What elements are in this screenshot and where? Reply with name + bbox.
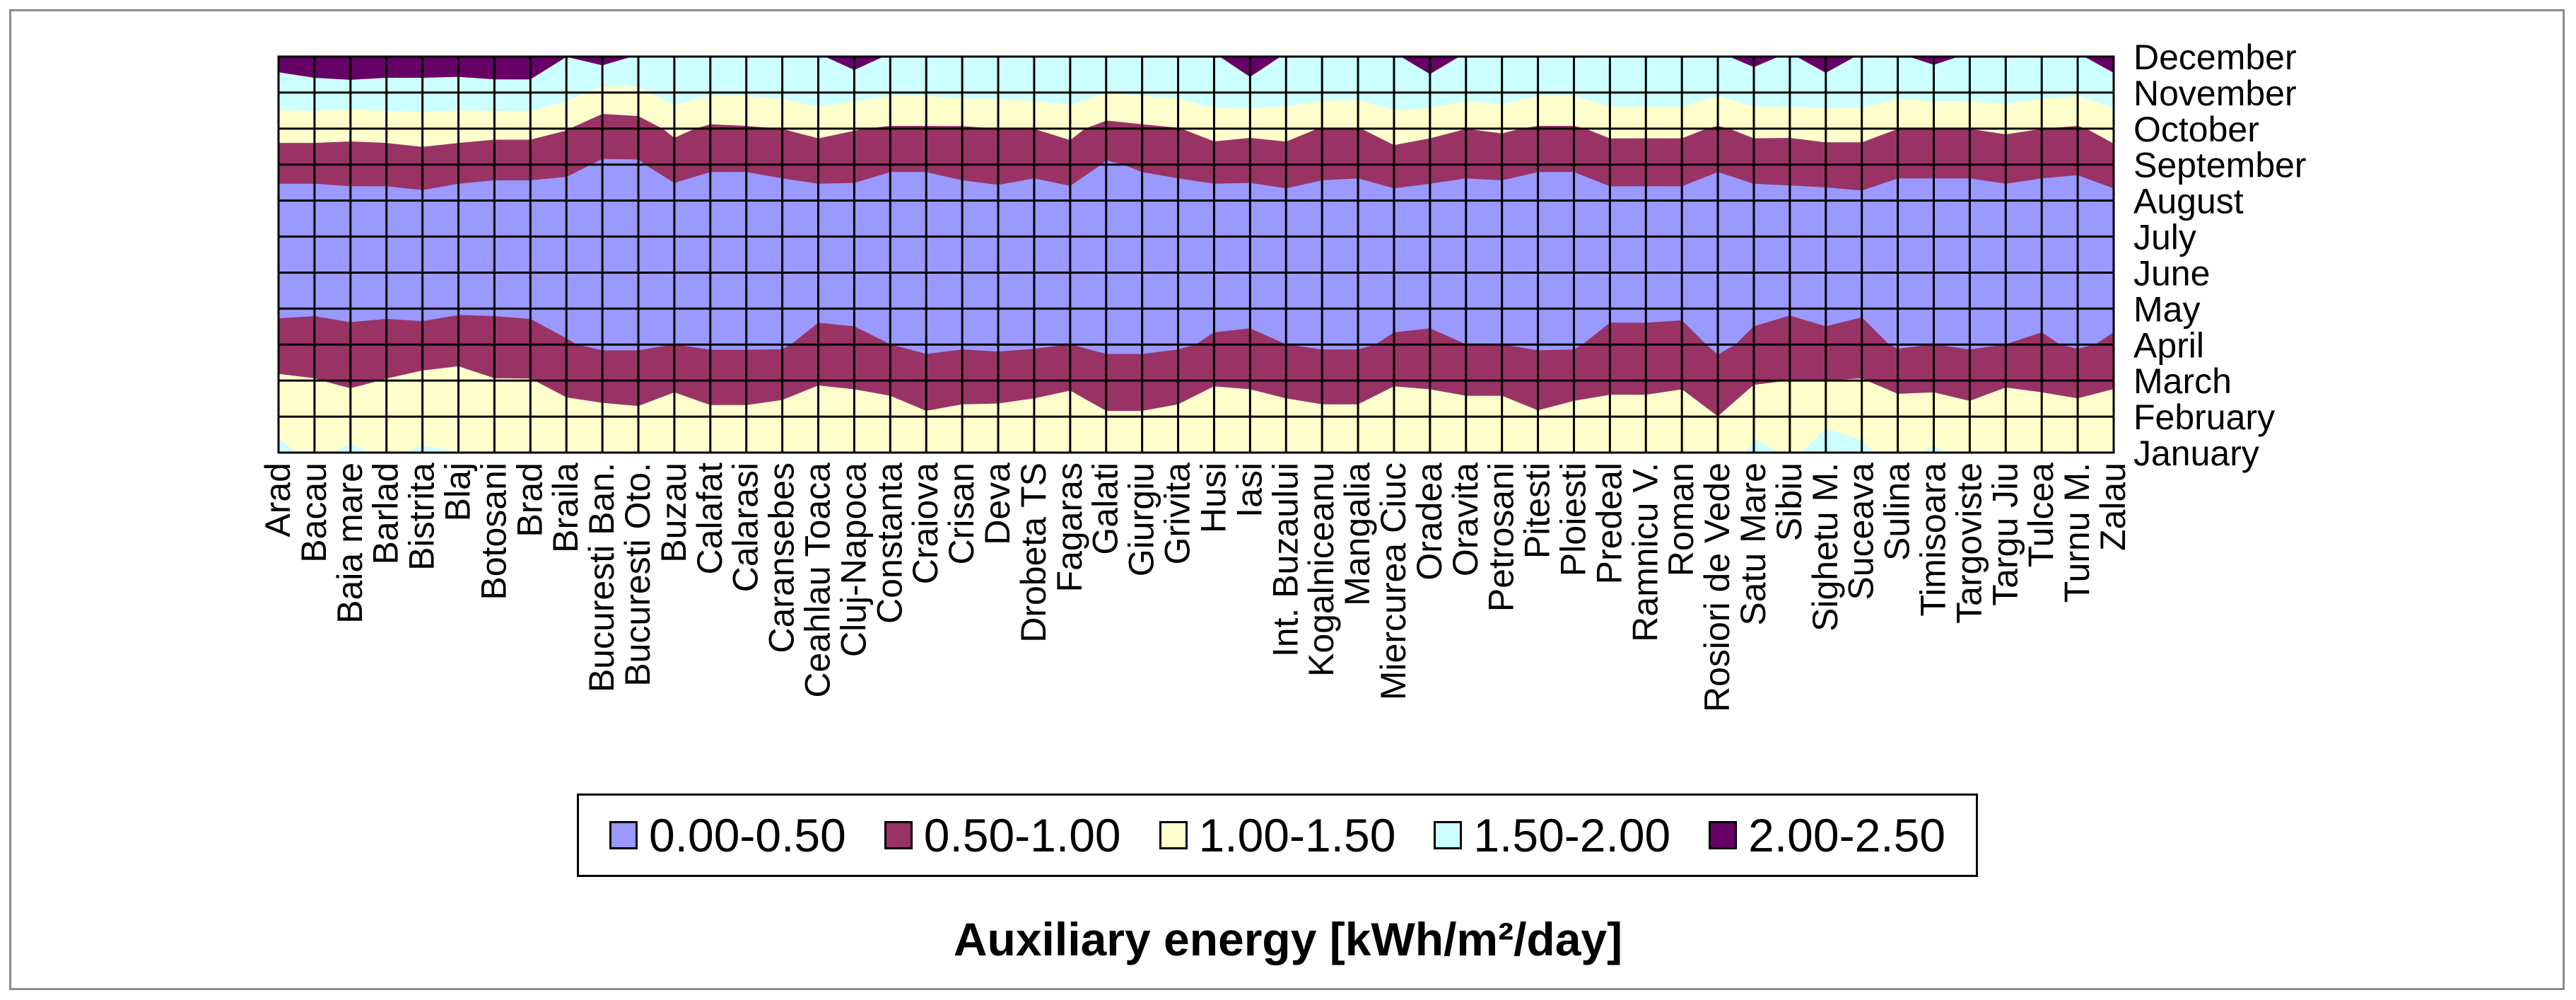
month-label-October: October bbox=[2133, 110, 2259, 149]
legend-swatch bbox=[1709, 821, 1738, 849]
station-label-8: Braila bbox=[546, 463, 585, 553]
station-label-0: Arad bbox=[258, 463, 298, 537]
station-label-51: Zalau bbox=[2093, 463, 2133, 551]
station-label-11: Buzau bbox=[654, 463, 693, 563]
station-label-29: Kogalniceanu bbox=[1301, 463, 1341, 677]
legend-label: 1.00-1.50 bbox=[1198, 809, 1396, 861]
month-axis-labels: JanuaryFebruaryMarchAprilMayJuneJulyAugu… bbox=[2133, 37, 2307, 473]
station-label-33: Oravita bbox=[1446, 463, 1485, 576]
month-label-March: March bbox=[2133, 361, 2232, 401]
station-label-18: Craiova bbox=[906, 463, 945, 584]
station-label-32: Oradea bbox=[1410, 463, 1449, 581]
station-label-10: Bucuresti Oto. bbox=[618, 463, 657, 687]
month-label-August: August bbox=[2133, 182, 2244, 221]
station-label-12: Calafat bbox=[690, 463, 730, 575]
contour-bands bbox=[278, 56, 2114, 453]
station-label-24: Giurgiu bbox=[1122, 463, 1161, 576]
station-label-38: Ramnicu V. bbox=[1625, 463, 1665, 642]
station-label-13: Calarasi bbox=[726, 463, 766, 592]
legend-swatch bbox=[884, 821, 913, 849]
legend-swatch bbox=[1434, 821, 1463, 849]
station-label-9: Bucuresti Ban. bbox=[582, 463, 621, 692]
station-label-25: Grivita bbox=[1158, 463, 1198, 565]
station-label-42: Sibiu bbox=[1769, 463, 1809, 541]
month-label-April: April bbox=[2133, 325, 2204, 365]
station-label-21: Drobeta TS bbox=[1014, 463, 1053, 643]
station-label-26: Husi bbox=[1193, 463, 1233, 533]
station-label-19: Crisan bbox=[942, 463, 981, 564]
station-label-45: Sulina bbox=[1878, 463, 1917, 561]
station-label-43: Sighetu M. bbox=[1805, 463, 1845, 632]
legend-item-1.00-1.50: 1.00-1.50 bbox=[1159, 808, 1396, 862]
month-label-November: November bbox=[2133, 74, 2297, 113]
legend-item-0.50-1.00: 0.50-1.00 bbox=[884, 808, 1121, 862]
legend-label: 2.00-2.50 bbox=[1748, 809, 1946, 861]
grid-lines bbox=[277, 55, 2115, 454]
station-label-14: Caransebes bbox=[762, 463, 802, 653]
legend-label: 1.50-2.00 bbox=[1473, 809, 1671, 861]
station-label-28: Int. Buzaului bbox=[1265, 463, 1305, 657]
legend: 0.00-0.50 0.50-1.00 1.00-1.50 1.50-2.00 2.00… bbox=[577, 793, 1978, 877]
plot-area-border bbox=[277, 55, 2115, 454]
station-label-36: Ploiesti bbox=[1553, 463, 1593, 576]
month-label-September: September bbox=[2133, 146, 2307, 185]
station-label-50: Turnu M. bbox=[2057, 463, 2097, 603]
station-label-40: Rosiori de Vede bbox=[1697, 463, 1737, 712]
station-label-44: Suceava bbox=[1842, 463, 1881, 600]
station-label-1: Bacau bbox=[294, 463, 334, 563]
station-label-46: Timisoara bbox=[1913, 463, 1953, 617]
month-label-December: December bbox=[2133, 37, 2297, 77]
month-label-June: June bbox=[2133, 253, 2210, 293]
station-label-47: Targoviste bbox=[1949, 463, 1989, 624]
month-label-February: February bbox=[2133, 397, 2275, 437]
station-label-34: Petrosani bbox=[1482, 463, 1521, 612]
station-label-3: Barlad bbox=[366, 463, 406, 565]
station-label-23: Galati bbox=[1086, 463, 1125, 555]
legend-label: 0.00-0.50 bbox=[648, 809, 846, 861]
station-label-4: Bistrita bbox=[402, 463, 442, 571]
legend-item-0.00-0.50: 0.00-0.50 bbox=[609, 808, 846, 862]
station-label-27: Iasi bbox=[1229, 463, 1269, 518]
month-label-May: May bbox=[2133, 289, 2200, 329]
station-label-30: Mangalia bbox=[1337, 463, 1377, 606]
station-label-35: Pitesti bbox=[1518, 463, 1557, 559]
month-label-January: January bbox=[2133, 434, 2259, 473]
station-label-15: Ceahlau Toaca bbox=[798, 463, 838, 698]
station-label-20: Deva bbox=[978, 463, 1017, 545]
legend-item-1.50-2.00: 1.50-2.00 bbox=[1434, 808, 1670, 862]
station-label-2: Baia mare bbox=[330, 463, 370, 624]
station-label-7: Brad bbox=[510, 463, 549, 537]
station-label-31: Miercurea Ciuc bbox=[1374, 463, 1413, 700]
station-label-49: Tulcea bbox=[2021, 463, 2061, 567]
station-label-16: Cluj-Napoca bbox=[833, 463, 873, 657]
station-label-5: Blaj bbox=[438, 463, 478, 521]
month-label-July: July bbox=[2133, 218, 2196, 257]
legend-item-2.00-2.50: 2.00-2.50 bbox=[1709, 808, 1945, 862]
station-label-37: Predeal bbox=[1589, 463, 1629, 584]
station-label-41: Satu Mare bbox=[1733, 463, 1773, 626]
chart-title: Auxiliary energy [kWh/m²/day] bbox=[953, 913, 1623, 965]
station-label-39: Roman bbox=[1661, 463, 1701, 576]
station-label-22: Fagaras bbox=[1050, 463, 1089, 592]
station-label-6: Botosani bbox=[474, 463, 513, 600]
station-label-48: Targu Jiu bbox=[1985, 463, 2025, 606]
station-label-17: Constanta bbox=[870, 463, 909, 624]
legend-swatch bbox=[1159, 821, 1188, 849]
legend-label: 0.50-1.00 bbox=[923, 809, 1121, 861]
legend-swatch bbox=[609, 821, 638, 849]
